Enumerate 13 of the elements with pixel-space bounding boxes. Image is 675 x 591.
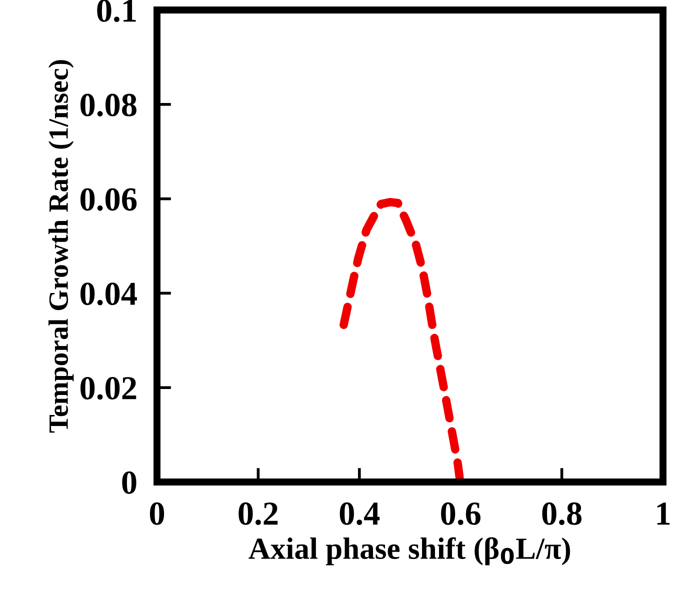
y-tick-label: 0	[122, 471, 136, 494]
x-tick-label: 1	[657, 502, 670, 525]
x-tick-label: 0.6	[441, 502, 480, 526]
y-tick-label: 0.02	[80, 377, 136, 400]
x-axis-title: Axial phase shift (β$_{0}$L/π)	[248, 537, 570, 566]
y-tick-label: 0.04	[80, 282, 137, 306]
y-tick-label: 0.06	[80, 188, 137, 211]
y-tick-label: 0.08	[80, 94, 136, 116]
x-tick-label: 0	[150, 502, 164, 525]
x-tick-label: 0.4	[340, 502, 380, 526]
y-axis-title: Temporal Growth Rate (1/nsec)	[48, 60, 74, 433]
x-tick-label: 0.2	[238, 502, 278, 526]
x-tick-label: 0.8	[542, 502, 582, 526]
